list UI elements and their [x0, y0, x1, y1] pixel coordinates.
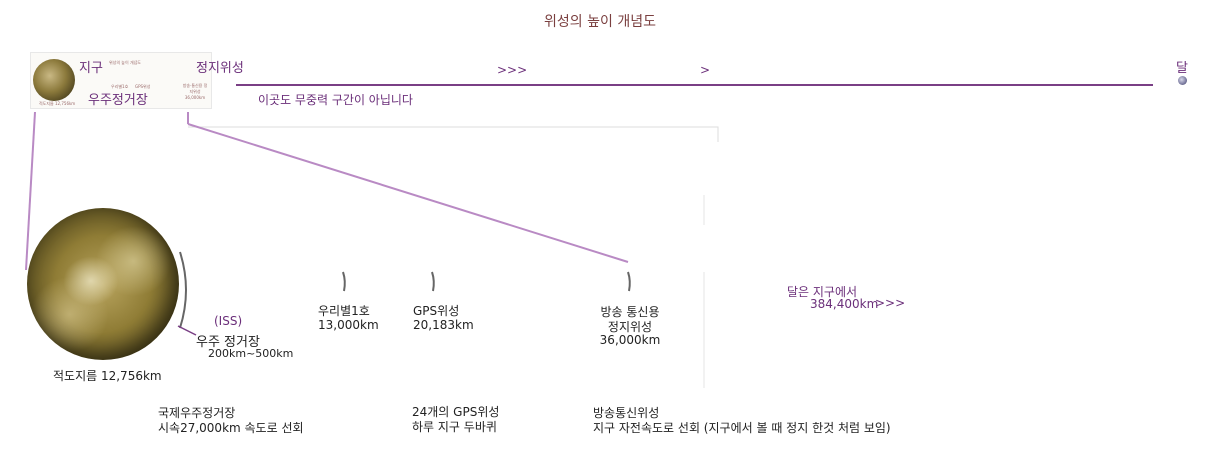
diagram-title: 위성의 높이 개념도 — [544, 14, 656, 30]
broadcast-note-1: 방송통신위성 — [593, 406, 660, 420]
moon-icon — [1178, 76, 1187, 85]
earth-label: 지구 — [79, 61, 103, 76]
arrows-right: > — [700, 63, 711, 77]
thumbnail-label-c: 적도지름 12,756km — [39, 101, 76, 106]
earth-small-image — [33, 59, 75, 101]
space-station-label: 우주정거장 — [88, 93, 148, 108]
iss-abbr: (ISS) — [214, 314, 243, 328]
iss-note-2: 시속27,000km 속도로 선회 — [158, 421, 304, 435]
woori-altitude: 13,000km — [318, 318, 379, 332]
iss-pointer — [177, 325, 197, 336]
woori-name: 우리별1호 — [318, 304, 370, 318]
not-zero-gravity-note: 이곳도 무중력 구간이 아닙니다 — [258, 93, 413, 107]
geo-tick — [627, 271, 631, 292]
gps-tick — [431, 271, 435, 292]
thumbnail-label-b: GPS위성 — [135, 84, 151, 89]
earth-diameter-label: 적도지름 12,756km — [53, 369, 162, 383]
moon-distance-label: 달은 지구에서 — [787, 285, 858, 299]
woori-tick — [342, 271, 346, 292]
zoom-connector-left — [25, 111, 36, 271]
zoom-connector-diag — [187, 123, 629, 263]
iss-note-1: 국제우주정거장 — [158, 406, 236, 420]
geo-satellite-label: 정지위성 — [196, 61, 244, 76]
iss-name: 우주 정거장 — [196, 335, 260, 350]
geo-name-2: 정지위성 — [607, 320, 653, 334]
geo-altitude: 36,000km — [599, 333, 661, 347]
moon-label: 달 — [1176, 61, 1188, 76]
thumbnail-label-d: 방송·통신용 정지위성 36,000km — [182, 83, 208, 100]
broadcast-note-2: 지구 자전속도로 선회 (지구에서 볼 때 정지 한것 처럼 보임) — [593, 421, 891, 435]
gps-note-1: 24개의 GPS위성 — [412, 405, 500, 419]
gps-altitude: 20,183km — [413, 318, 474, 332]
geo-name-1: 방송 통신용 — [600, 305, 660, 319]
gps-note-2: 하루 지구 두바퀴 — [412, 420, 497, 434]
thumbnail-label-a: 우리별1호 — [111, 84, 129, 89]
zoom-frame — [188, 126, 719, 142]
moon-distance-arrows: >>> — [875, 296, 906, 310]
thumbnail-title: 위성의 높이 개념도 — [109, 60, 141, 65]
arrows-left: >>> — [497, 63, 528, 77]
earth-large-image — [27, 208, 179, 360]
gps-name: GPS위성 — [413, 304, 460, 318]
orbit-arc — [179, 251, 187, 329]
moon-distance-value: 384,400km — [810, 297, 879, 311]
iss-altitude: 200km~500km — [208, 347, 294, 360]
